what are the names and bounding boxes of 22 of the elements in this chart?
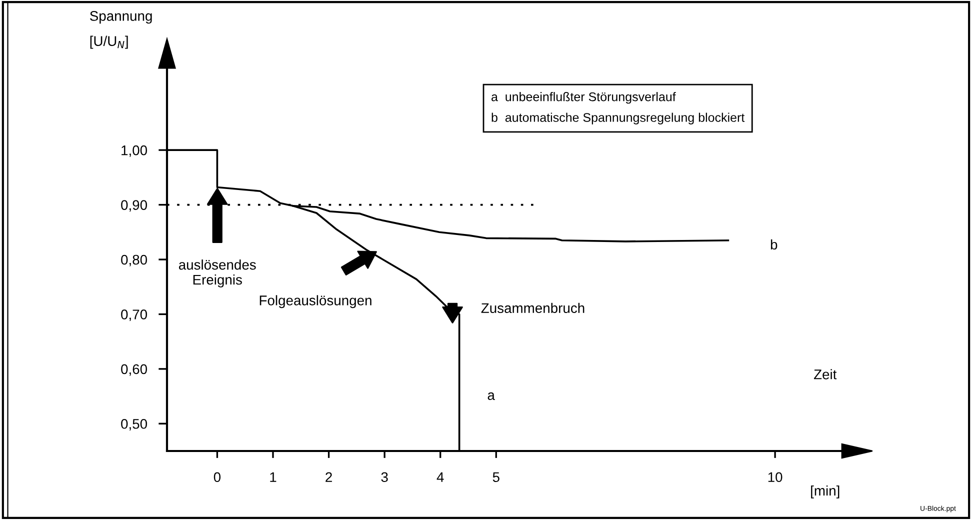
x-tick-label: 3	[381, 472, 388, 482]
y-tick-label: 0,60	[121, 364, 148, 376]
annotation: auslösendes Ereignis	[178, 260, 256, 288]
y-tick-label: 1,00	[122, 145, 148, 157]
y-axis-title: Spannung [U/U$_{N}$]	[90, 11, 152, 49]
x-tick-label: 0	[214, 472, 221, 482]
y-tick-label: 0,50	[121, 418, 148, 430]
x-tick-label: 1	[270, 472, 276, 482]
x-tick-label: 5	[492, 472, 500, 482]
y-tick-label: 0,70	[121, 310, 148, 322]
annotation: a unbeeinflußter Störungsverlauf b automatische Spannungsregelung blockiert	[492, 92, 745, 124]
text: b	[770, 239, 778, 250]
y-tick-label: 0,80	[121, 254, 148, 266]
x-tick-label: 10	[768, 472, 782, 482]
x-tick-label: 2	[326, 472, 332, 482]
annotation: Folgeauslösungen	[260, 295, 372, 308]
x-axis-title: Zeit	[814, 369, 837, 380]
annotation: Zusammenbruch	[481, 302, 584, 314]
y-tick-label: 0,90	[121, 200, 148, 212]
text: a	[488, 392, 495, 400]
x-tick-label: 4	[436, 472, 444, 482]
text: [min]	[811, 485, 840, 498]
